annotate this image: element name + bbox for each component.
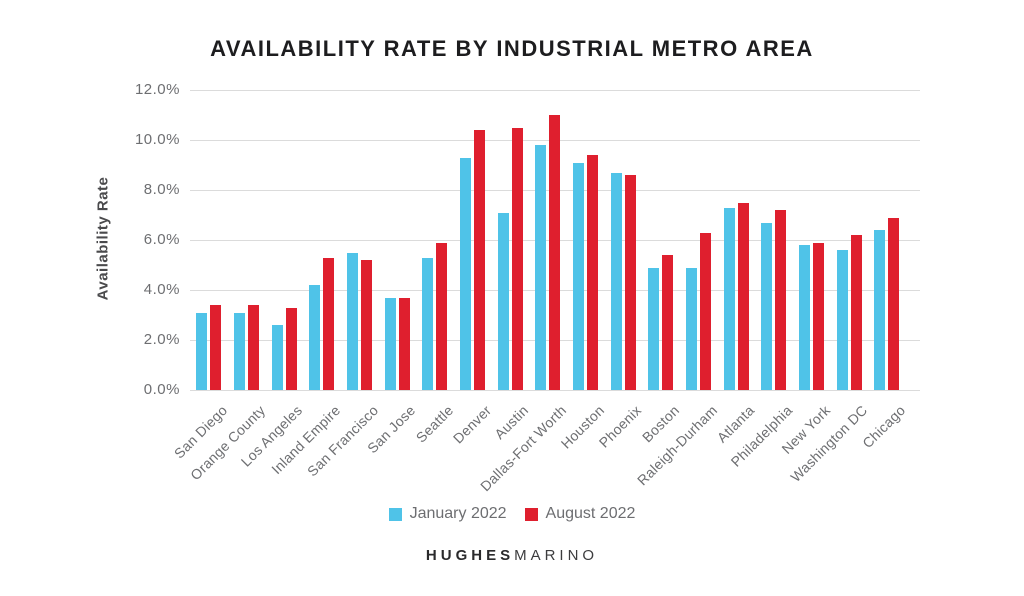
bar	[361, 260, 373, 390]
bar	[234, 312, 245, 390]
bar	[836, 250, 848, 390]
bar	[587, 155, 599, 390]
bar	[874, 230, 886, 390]
gridline	[190, 390, 920, 391]
bar-group	[836, 90, 862, 390]
bar	[398, 297, 410, 390]
bar	[624, 175, 636, 390]
bar	[549, 115, 561, 390]
bar-group	[384, 90, 410, 390]
y-axis-ticks: 0.0% 2.0% 4.0% 6.0% 8.0% 10.0% 12.0%	[0, 81, 180, 398]
bar-group	[309, 90, 335, 390]
bar	[850, 235, 862, 390]
y-axis-tick: 8.0%	[143, 181, 180, 198]
brand-logo-bold: HUGHES	[425, 547, 515, 564]
bar	[422, 257, 434, 390]
plot-area	[190, 90, 920, 391]
bar	[761, 222, 773, 390]
bar	[497, 212, 509, 390]
bar-group	[648, 90, 674, 390]
bar-group	[761, 90, 787, 390]
bar-group	[573, 90, 599, 390]
brand-logo: HUGHESMARINO	[0, 547, 1024, 564]
legend-label: January 2022	[409, 505, 507, 522]
y-axis-tick: 4.0%	[143, 281, 180, 298]
bar-group	[196, 90, 222, 390]
y-axis-tick: 10.0%	[134, 131, 180, 148]
bar-group	[234, 90, 259, 390]
bar-group	[723, 90, 749, 390]
chart-title: AVAILABILITY RATE BY INDUSTRIAL METRO AR…	[210, 36, 814, 61]
bar	[573, 162, 585, 390]
bar-group	[686, 90, 712, 390]
bar	[384, 297, 396, 390]
gridline	[190, 90, 920, 91]
bar	[662, 255, 674, 390]
legend-item: August 2022	[524, 505, 636, 523]
bar-group	[874, 90, 900, 390]
bar	[347, 252, 359, 390]
x-axis-labels: San Diego Orange County Los Angeles Inland …	[171, 396, 920, 506]
bar	[723, 207, 735, 390]
bar-group	[799, 90, 825, 390]
bar	[775, 210, 787, 390]
legend: January 2022 August 2022	[0, 505, 1024, 523]
bar	[309, 285, 321, 390]
y-axis-tick: 12.0%	[134, 81, 180, 98]
bar-group	[271, 90, 297, 390]
y-axis-tick: 2.0%	[143, 331, 180, 348]
bar-groups	[190, 90, 920, 390]
bar	[700, 232, 712, 390]
bar	[648, 267, 660, 390]
bar	[686, 267, 698, 390]
bar	[271, 325, 283, 390]
y-axis-tick: 0.0%	[143, 381, 180, 398]
bar	[248, 305, 259, 390]
bar	[196, 312, 208, 390]
bar	[799, 245, 811, 390]
bar-group	[610, 90, 636, 390]
bar	[210, 305, 222, 390]
bar	[737, 202, 749, 390]
bar-group	[460, 90, 486, 390]
brand-logo-light: MARINO	[514, 547, 599, 564]
bar	[436, 242, 448, 390]
bar-group	[535, 90, 561, 390]
bar	[813, 242, 825, 390]
bar	[285, 307, 297, 390]
bar-group	[347, 90, 373, 390]
bar	[610, 172, 622, 390]
legend-item: January 2022	[388, 505, 507, 523]
bar-group	[422, 90, 448, 390]
y-axis-tick: 6.0%	[143, 231, 180, 248]
legend-swatch	[388, 507, 402, 521]
bar-group	[497, 90, 523, 390]
legend-label: August 2022	[545, 505, 636, 522]
bar	[535, 145, 547, 390]
bar	[323, 257, 335, 390]
bar	[460, 157, 472, 390]
legend-swatch	[524, 507, 538, 521]
bar	[888, 217, 900, 390]
bar	[474, 130, 486, 390]
bar	[511, 127, 523, 390]
